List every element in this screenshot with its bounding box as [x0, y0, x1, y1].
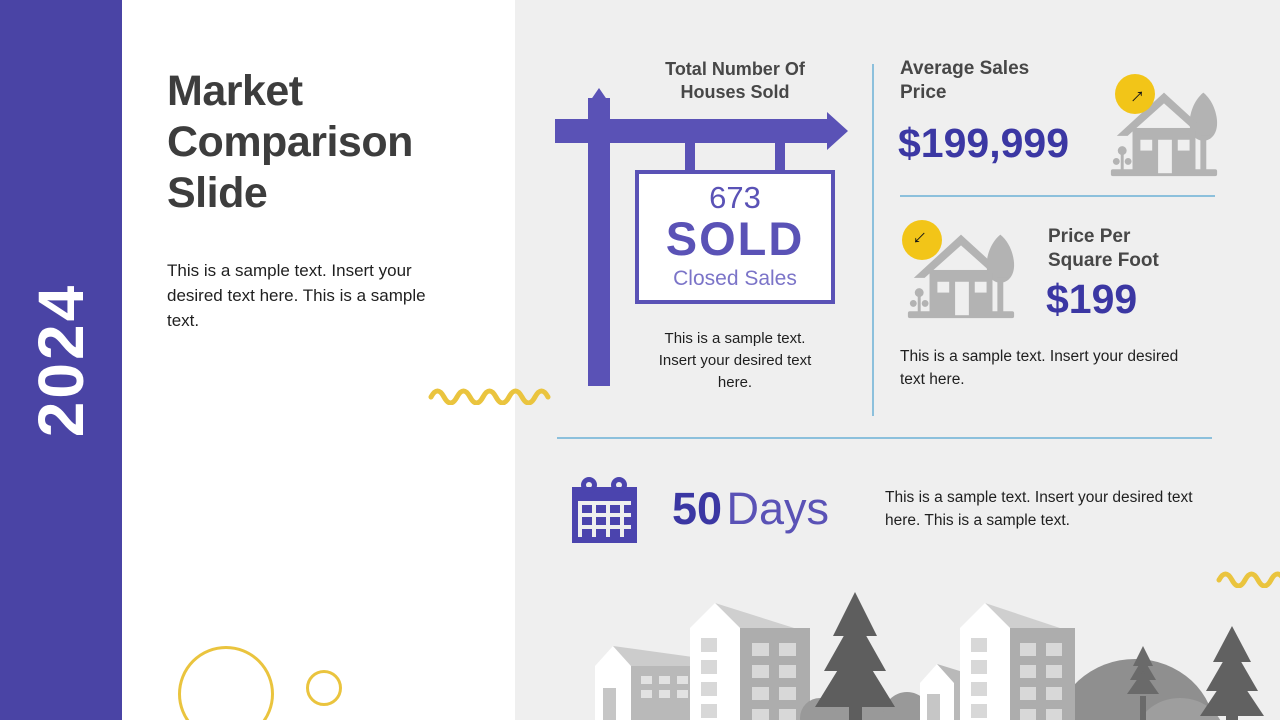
sold-sign-word: SOLD	[665, 212, 805, 265]
year-label: 2024	[25, 282, 97, 438]
days-on-market-value: 50 Days	[672, 483, 829, 535]
page-intro-text: This is a sample text. Insert your desir…	[167, 261, 426, 330]
vertical-divider	[872, 64, 874, 416]
squiggle-line-icon	[1216, 571, 1280, 588]
houses-sold-description: This is a sample text. Insert your desir…	[658, 330, 812, 391]
house-icon	[907, 234, 1015, 319]
sold-sign-caption: Closed Sales	[673, 267, 797, 290]
cityscape-illustration	[595, 592, 1264, 720]
squiggle-line-icon	[428, 388, 551, 405]
trend-up-arrow-icon: →	[1115, 74, 1155, 114]
decorative-circle-small	[306, 670, 342, 706]
decorative-circle-large	[178, 646, 274, 720]
arrow-glyph: →	[1118, 77, 1152, 111]
price-sqft-description: This is a sample text. Insert your desir…	[900, 348, 1179, 388]
days-number: 50	[672, 483, 723, 534]
year-sidebar: 2024	[0, 0, 122, 720]
days-description: This is a sample text. Insert your desir…	[885, 489, 1193, 529]
calendar-icon	[572, 477, 637, 543]
days-unit: Days	[726, 483, 830, 534]
sold-sign-post-icon	[555, 88, 848, 386]
horizontal-divider-mid	[900, 195, 1215, 197]
house-icon	[1110, 92, 1218, 177]
arrow-glyph: →	[905, 223, 939, 257]
page-title: Market Comparison Slide	[167, 67, 413, 217]
price-sqft-value: $199	[1046, 276, 1138, 322]
price-sqft-heading: Price Per Square Foot	[1048, 226, 1159, 271]
avg-price-heading: Average Sales Price	[900, 58, 1030, 103]
houses-sold-heading: Total Number Of Houses Sold	[665, 59, 805, 102]
houses-sold-value: 673	[709, 180, 761, 215]
horizontal-divider-bottom	[557, 437, 1212, 439]
avg-price-value: $199,999	[898, 120, 1070, 166]
trend-down-arrow-icon: →	[902, 220, 942, 260]
